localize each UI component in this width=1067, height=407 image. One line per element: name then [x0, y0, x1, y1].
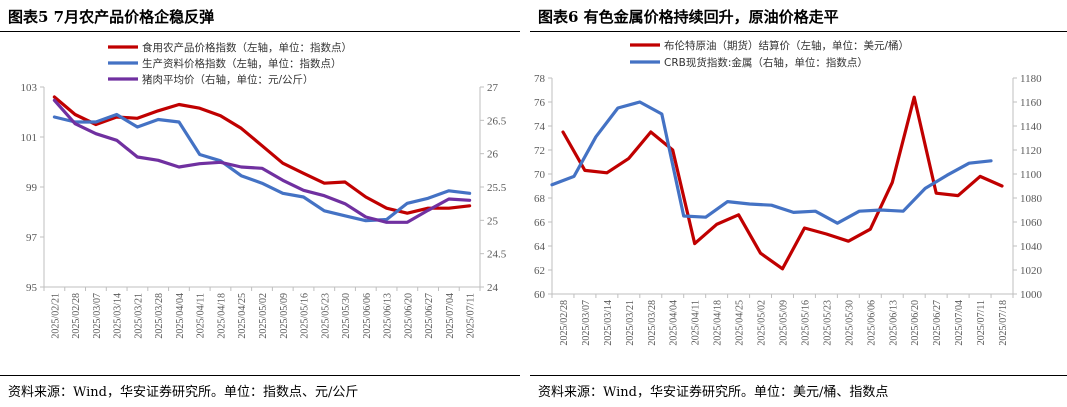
right-legend-label-1: 布伦特原油（期货）结算价（左轴，单位：美元/桶）: [664, 39, 909, 52]
right-right-tick-label: 1000: [1020, 289, 1043, 301]
right-left-tick-label: 66: [534, 217, 546, 229]
right-right-tick-label: 1100: [1020, 169, 1042, 181]
right-right-tick-label: 1080: [1020, 193, 1043, 205]
right-right-tick-label: 1140: [1020, 121, 1042, 133]
right-left-tick-label: 68: [534, 193, 546, 205]
right-title-rule: [530, 31, 1067, 32]
right-left-tick-label: 76: [534, 97, 546, 109]
right-chart-title: 图表6 有色金属价格持续回升，原油价格走平: [538, 8, 839, 26]
left-series-line-2: [52, 112, 472, 223]
left-x-tick-label: 2025/04/25: [237, 293, 248, 339]
right-x-tick-label: 2025/05/23: [822, 300, 833, 346]
left-x-tick-label: 2025/04/11: [196, 293, 207, 338]
right-series-line-2: [550, 100, 993, 225]
right-x-tick-label: 2025/05/09: [779, 300, 790, 346]
left-x-tick-label: 2025/06/20: [403, 293, 414, 339]
right-series-line-1: [561, 95, 1004, 271]
right-x-tick-label: 2025/06/06: [866, 300, 877, 346]
left-x-tick-label: 2025/02/21: [50, 293, 61, 339]
right-x-tick-label: 2025/04/04: [669, 300, 680, 346]
left-right-tick-label: 24: [487, 282, 499, 294]
left-x-tick-label: 2025/05/09: [279, 293, 290, 339]
left-x-tick-label: 2025/06/13: [383, 293, 394, 339]
left-legend-label-2: 生产资料价格指数（左轴，单位：指数点）: [142, 57, 342, 70]
right-legend-label-2: CRB现货指数:金属（右轴，单位：指数点）: [664, 56, 868, 69]
right-x-tick-label: 2025/04/25: [735, 300, 746, 346]
right-x-tick-label: 2025/07/11: [976, 300, 987, 345]
left-left-tick-label: 97: [26, 232, 38, 244]
right-x-tick-label: 2025/03/07: [581, 300, 592, 346]
left-line-chart: 95 97 99 101 103 24 24.5 25 25.5 26 26.5 27 2025/02/…: [21, 41, 507, 339]
right-x-tick-label: 2025/05/16: [800, 300, 811, 346]
right-x-tick-label: 2025/05/30: [844, 300, 855, 346]
left-right-tick-label: 25: [487, 215, 499, 227]
left-right-tick-label: 27: [487, 82, 499, 94]
left-x-tick-label: 2025/03/21: [133, 293, 144, 339]
right-x-tick-label: 2025/02/28: [559, 300, 570, 346]
right-left-tick-label: 74: [534, 121, 546, 133]
left-left-tick-label: 99: [26, 182, 38, 194]
left-left-tick-label: 95: [26, 282, 38, 294]
right-line-chart: 60 62 64 66 68 70 72 74 76 78 1000 1020 1040 1060 1080…: [534, 39, 1043, 346]
left-source-note: 资料来源：Wind，华安证券研究所。单位：指数点、元/公斤: [8, 385, 359, 400]
left-x-tick-label: 2025/04/18: [216, 293, 227, 339]
right-right-tick-label: 1020: [1020, 265, 1043, 277]
right-x-tick-label: 2025/07/04: [954, 300, 965, 346]
left-x-tick-label: 2025/05/30: [341, 293, 352, 339]
left-chart-panel: 图表5 7月农产品价格企稳反弹 95 97 99 101 103 24 24.5 25 25.5…: [0, 0, 520, 407]
right-right-tick-label: 1040: [1020, 241, 1043, 253]
right-x-tick-label: 2025/05/02: [757, 300, 768, 346]
right-right-tick-label: 1180: [1020, 73, 1042, 85]
left-x-tick-label: 2025/02/28: [71, 293, 82, 339]
right-x-tick-label: 2025/03/14: [603, 300, 614, 346]
left-right-tick-label: 26.5: [487, 115, 507, 127]
left-x-tick-label: 2025/07/04: [445, 293, 456, 339]
right-x-tick-label: 2025/03/21: [625, 300, 636, 346]
right-x-tick-label: 2025/03/28: [647, 300, 658, 346]
left-x-tick-label: 2025/03/07: [92, 293, 103, 339]
left-x-tick-label: 2025/03/14: [113, 293, 124, 339]
left-x-tick-label: 2025/07/11: [466, 293, 477, 338]
left-left-tick-label: 103: [21, 82, 38, 94]
right-x-tick-label: 2025/07/18: [998, 300, 1009, 346]
left-x-tick-label: 2025/05/23: [320, 293, 331, 339]
right-source-note: 资料来源：Wind，华安证券研究所。单位：美元/桶、指数点: [538, 385, 889, 400]
left-x-tick-label: 2025/06/06: [362, 293, 373, 339]
left-source-rule: [0, 375, 520, 376]
right-left-tick-label: 72: [534, 145, 545, 157]
right-x-tick-label: 2025/04/11: [691, 300, 702, 345]
right-right-tick-label: 1120: [1020, 145, 1042, 157]
right-chart-panel: 图表6 有色金属价格持续回升，原油价格走平 60 62 64 66 68 70 72 74 76…: [530, 0, 1067, 407]
left-x-tick-label: 2025/06/27: [424, 293, 435, 339]
left-x-tick-label: 2025/04/04: [175, 293, 186, 339]
left-left-tick-label: 101: [21, 132, 38, 144]
right-x-tick-label: 2025/06/27: [932, 300, 943, 346]
left-title-rule: [0, 31, 520, 32]
left-x-tick-label: 2025/05/02: [258, 293, 269, 339]
right-x-tick-label: 2025/06/20: [910, 300, 921, 346]
right-x-tick-label: 2025/06/13: [888, 300, 899, 346]
left-x-tick-label: 2025/03/28: [154, 293, 165, 339]
left-series-line-3: [52, 98, 472, 224]
right-left-tick-label: 60: [534, 289, 546, 301]
left-legend-label-1: 食用农产品价格指数（左轴，单位：指数点）: [142, 41, 352, 54]
right-left-tick-label: 70: [534, 169, 546, 181]
left-chart-title: 图表5 7月农产品价格企稳反弹: [8, 8, 215, 26]
left-right-tick-label: 25.5: [487, 182, 507, 194]
right-left-tick-label: 62: [534, 265, 545, 277]
right-right-tick-label: 1060: [1020, 217, 1043, 229]
left-right-tick-label: 24.5: [487, 249, 507, 261]
left-legend-label-3: 猪肉平均价（右轴，单位：元/公斤）: [142, 73, 314, 86]
right-left-tick-label: 78: [534, 73, 546, 85]
right-x-tick-label: 2025/04/18: [713, 300, 724, 346]
right-left-tick-label: 64: [534, 241, 546, 253]
right-right-tick-label: 1160: [1020, 97, 1042, 109]
right-source-rule: [530, 375, 1067, 376]
left-right-tick-label: 26: [487, 149, 499, 161]
left-x-tick-label: 2025/05/16: [300, 293, 311, 339]
